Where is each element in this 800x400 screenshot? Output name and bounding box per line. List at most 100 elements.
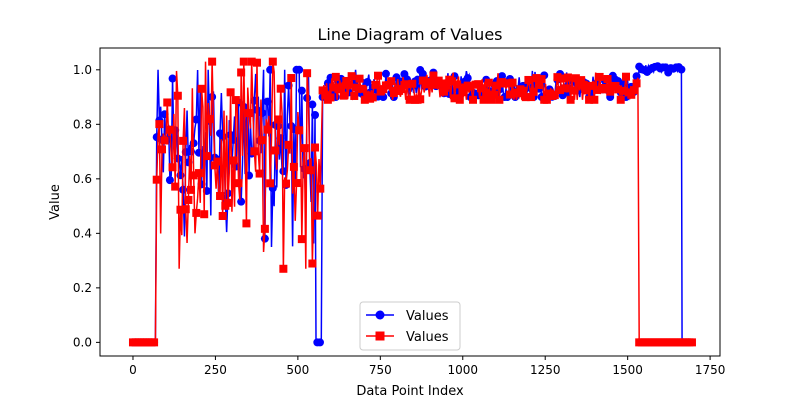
data-point xyxy=(189,171,198,180)
data-point xyxy=(487,95,496,104)
data-point xyxy=(316,184,325,193)
data-point xyxy=(208,57,217,66)
data-point xyxy=(263,125,272,134)
data-point xyxy=(295,65,304,74)
data-point xyxy=(595,72,604,81)
x-tick-label: 1500 xyxy=(612,363,643,377)
y-tick-label: 0.8 xyxy=(73,117,92,131)
data-point xyxy=(216,191,225,200)
data-point xyxy=(590,95,599,104)
x-axis: 0 250 500 750 1000 1250 1500 1750 xyxy=(129,356,725,377)
data-point xyxy=(282,179,290,188)
data-point xyxy=(479,95,488,104)
data-point xyxy=(218,211,227,220)
y-tick-label: 0.0 xyxy=(73,335,92,349)
data-point xyxy=(218,132,227,141)
data-point xyxy=(239,57,248,66)
data-point xyxy=(231,96,240,105)
data-point xyxy=(561,84,570,93)
data-point xyxy=(629,86,638,95)
data-point xyxy=(495,95,504,104)
legend: Values Values xyxy=(359,301,461,351)
data-point xyxy=(363,77,372,86)
data-point xyxy=(200,210,209,219)
data-point xyxy=(368,93,377,102)
x-tick-label: 500 xyxy=(286,363,309,377)
legend-entry-blue: Values xyxy=(406,309,449,324)
data-point xyxy=(577,76,586,85)
data-point xyxy=(458,88,467,97)
data-point xyxy=(258,136,267,145)
data-point xyxy=(534,81,543,90)
plot-area xyxy=(128,57,696,347)
data-point xyxy=(579,80,588,89)
data-point xyxy=(558,74,567,83)
data-point xyxy=(181,205,190,214)
data-point xyxy=(403,80,412,89)
data-point xyxy=(592,85,601,94)
data-point xyxy=(622,72,631,81)
data-point xyxy=(397,85,406,94)
data-point xyxy=(155,120,164,129)
data-point xyxy=(418,69,427,78)
series-red xyxy=(128,57,696,347)
data-point xyxy=(505,90,514,99)
data-point xyxy=(284,140,293,149)
data-point xyxy=(632,79,641,88)
data-point xyxy=(255,169,264,178)
data-point xyxy=(355,74,364,83)
y-axis-label: Value xyxy=(48,184,63,220)
data-point xyxy=(313,211,322,220)
data-point xyxy=(192,208,201,217)
data-point xyxy=(292,179,301,188)
data-point xyxy=(260,224,269,233)
data-point xyxy=(455,95,464,104)
data-point xyxy=(387,77,396,86)
data-point xyxy=(614,85,623,94)
data-point xyxy=(245,109,254,118)
x-tick-label: 0 xyxy=(129,363,137,377)
plot-frame xyxy=(99,47,721,357)
data-point xyxy=(311,110,320,119)
legend-entry-red: Values xyxy=(406,330,449,345)
data-point xyxy=(250,147,259,156)
chart-title: Line Diagram of Values xyxy=(318,25,503,44)
data-point xyxy=(163,98,172,107)
data-point xyxy=(600,83,609,92)
data-point xyxy=(350,91,359,100)
data-point xyxy=(252,58,261,67)
data-point xyxy=(466,82,475,91)
data-point xyxy=(521,93,530,102)
data-point xyxy=(339,91,348,100)
data-point xyxy=(271,146,280,155)
y-axis: 0.0 0.2 0.4 0.6 0.8 1.0 xyxy=(73,63,100,349)
data-point xyxy=(358,84,367,93)
data-point xyxy=(176,205,185,214)
data-point xyxy=(258,109,267,118)
data-point xyxy=(492,81,501,90)
data-point xyxy=(490,90,499,99)
x-tick-label: 1750 xyxy=(695,363,726,377)
data-point xyxy=(405,95,414,104)
data-point xyxy=(468,95,477,104)
data-point xyxy=(187,185,196,194)
data-point xyxy=(274,115,283,124)
data-point xyxy=(318,86,327,95)
data-point xyxy=(276,84,285,93)
data-point xyxy=(374,71,383,80)
data-point xyxy=(297,86,306,95)
y-tick-label: 0.2 xyxy=(73,281,92,295)
data-point xyxy=(158,145,166,154)
data-point xyxy=(569,86,578,95)
data-point xyxy=(289,162,298,171)
data-point xyxy=(429,71,438,80)
data-point xyxy=(266,179,275,188)
data-point xyxy=(295,126,304,135)
x-tick-label: 1000 xyxy=(447,363,478,377)
data-point xyxy=(197,84,206,93)
data-point xyxy=(619,86,628,95)
legend-marker-blue xyxy=(375,310,385,320)
data-point xyxy=(432,80,441,89)
data-point xyxy=(242,219,251,228)
data-point xyxy=(426,78,435,87)
